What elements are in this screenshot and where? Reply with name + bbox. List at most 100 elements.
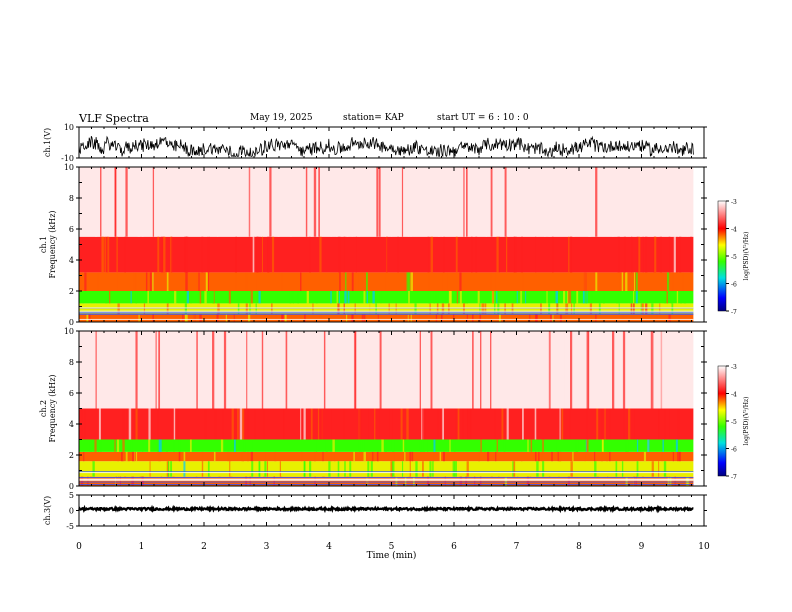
streak <box>271 303 273 315</box>
streak <box>622 331 626 409</box>
streak <box>461 408 465 440</box>
streak <box>204 291 207 304</box>
streak <box>125 451 128 462</box>
streak <box>520 236 523 273</box>
streak <box>343 303 345 315</box>
streak <box>157 439 160 452</box>
streak <box>631 314 635 322</box>
streak <box>401 167 404 237</box>
streak <box>148 439 151 452</box>
y-axis-label-line: Frequency (kHz) <box>48 374 57 442</box>
streak <box>173 408 176 440</box>
streak <box>150 408 152 440</box>
spectrogram-ch2 <box>79 331 694 486</box>
streak <box>427 476 430 486</box>
streak <box>672 451 674 462</box>
streak <box>185 236 189 273</box>
streak <box>267 236 270 273</box>
y-axis-label-line: ch.1(V) <box>43 128 52 157</box>
streak <box>681 272 684 291</box>
streak <box>648 331 651 409</box>
streak <box>184 303 187 315</box>
streak <box>155 331 157 409</box>
streak <box>606 451 608 462</box>
streak <box>193 314 196 322</box>
streak <box>345 272 347 291</box>
streak <box>437 408 439 440</box>
streak <box>492 291 494 304</box>
streak <box>228 291 231 304</box>
streak <box>636 439 639 452</box>
streak <box>323 331 326 409</box>
streak <box>263 476 265 486</box>
streak <box>148 408 151 440</box>
band-0 <box>79 476 694 486</box>
streak <box>245 303 248 315</box>
streak <box>483 439 486 452</box>
streak <box>124 331 126 409</box>
streak <box>497 303 500 315</box>
streak <box>583 272 586 291</box>
streak <box>145 314 148 322</box>
start-time-label: start UT = 6 : 10 : 0 <box>437 113 529 123</box>
streak <box>670 291 673 304</box>
streak <box>617 331 619 409</box>
streak <box>556 303 559 315</box>
streak <box>212 331 215 409</box>
streak <box>100 439 102 452</box>
streak <box>481 303 485 315</box>
streak <box>594 451 596 462</box>
streak <box>218 476 221 486</box>
streak <box>175 331 178 409</box>
streak <box>94 303 97 315</box>
streak <box>122 408 125 440</box>
streak <box>480 439 482 452</box>
streak <box>341 331 344 409</box>
streak <box>121 451 124 462</box>
streak <box>678 314 681 322</box>
streak <box>147 314 150 322</box>
streak <box>435 314 438 322</box>
streak <box>630 303 633 315</box>
streak <box>429 303 431 315</box>
streak <box>666 272 670 291</box>
streak <box>549 314 553 322</box>
streak <box>393 451 396 462</box>
streak <box>122 439 125 452</box>
streak <box>325 439 328 452</box>
streak <box>122 451 125 462</box>
streak <box>391 461 395 477</box>
streak <box>509 303 512 315</box>
y-tick-label: 10 <box>64 327 74 336</box>
streak <box>683 291 687 304</box>
streak <box>517 476 519 486</box>
streak <box>433 439 436 452</box>
streak <box>661 451 663 462</box>
streak <box>584 451 586 462</box>
streak <box>641 303 644 315</box>
streak <box>305 167 308 237</box>
streak <box>349 461 352 477</box>
streak <box>130 439 133 452</box>
streak <box>290 314 293 322</box>
y-axis-label: ch.2Frequency (kHz) <box>39 374 57 442</box>
streak <box>330 451 332 462</box>
streak <box>540 303 542 315</box>
streak <box>186 291 189 304</box>
streak <box>355 236 357 273</box>
streak <box>381 439 384 452</box>
streak <box>607 439 609 452</box>
streak <box>375 303 377 315</box>
streak <box>191 314 194 322</box>
streak <box>313 451 317 462</box>
streak <box>404 476 407 486</box>
streak <box>80 291 82 304</box>
streak <box>294 331 297 409</box>
streak <box>404 451 406 462</box>
trace-layer <box>78 135 694 514</box>
streak <box>591 291 593 304</box>
streak <box>235 236 237 273</box>
streak <box>80 408 84 440</box>
streak <box>615 461 618 477</box>
